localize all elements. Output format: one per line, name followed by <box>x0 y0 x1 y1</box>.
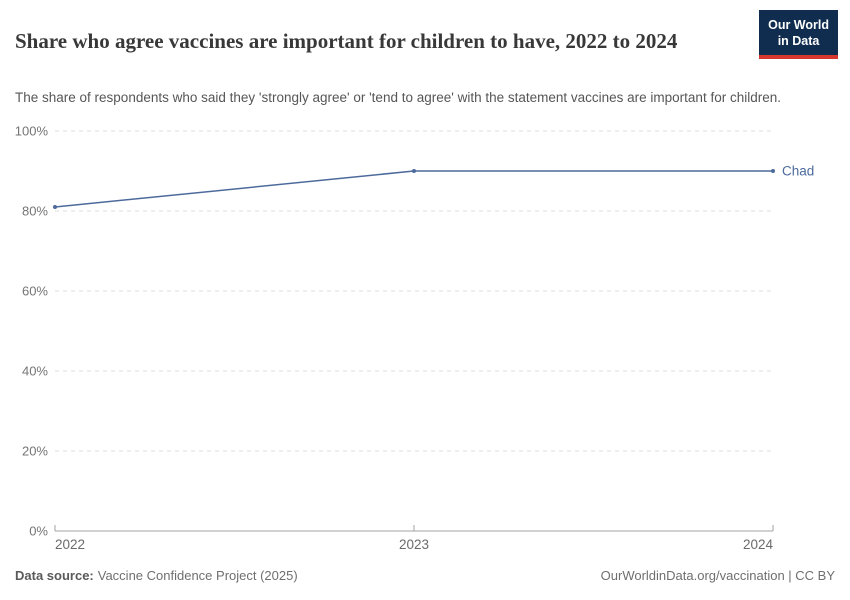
y-axis-tick-label: 20% <box>22 444 48 459</box>
y-axis-tick-label: 40% <box>22 364 48 379</box>
x-axis-tick-label: 2022 <box>55 537 85 552</box>
data-point-marker[interactable] <box>53 205 57 209</box>
data-source-note: Data source: Vaccine Confidence Project (… <box>15 568 298 583</box>
chart-title: Share who agree vaccines are important f… <box>15 29 678 54</box>
owid-logo-line2: in Data <box>777 34 820 49</box>
owid-logo-line1: Our World <box>768 18 829 32</box>
y-axis-tick-label: 0% <box>29 524 48 539</box>
chart-subtitle: The share of respondents who said they '… <box>15 89 781 105</box>
y-axis-tick-label: 100% <box>15 124 49 139</box>
y-axis-tick-label: 80% <box>22 204 48 219</box>
x-axis-tick-label: 2023 <box>399 537 429 552</box>
data-point-marker[interactable] <box>412 169 416 173</box>
y-axis-tick-label: 60% <box>22 284 48 299</box>
line-chart-canvas[interactable]: 0% 20% 40% 60% 80% 100% 2022 2023 2024 Chad <box>0 118 850 563</box>
data-point-marker[interactable] <box>771 169 775 173</box>
chart-footer: Data source: Vaccine Confidence Project (… <box>15 568 835 583</box>
x-axis-tick-label: 2024 <box>743 537 774 552</box>
data-source-value[interactable]: Vaccine Confidence Project (2025) <box>97 568 298 583</box>
series-line[interactable] <box>54 170 773 208</box>
owid-logo[interactable]: Our World in Data <box>759 10 838 59</box>
attribution-link[interactable]: OurWorldinData.org/vaccination | CC BY <box>600 568 835 583</box>
data-source-label: Data source: <box>15 568 94 583</box>
series-entity-label[interactable]: Chad <box>782 164 814 179</box>
